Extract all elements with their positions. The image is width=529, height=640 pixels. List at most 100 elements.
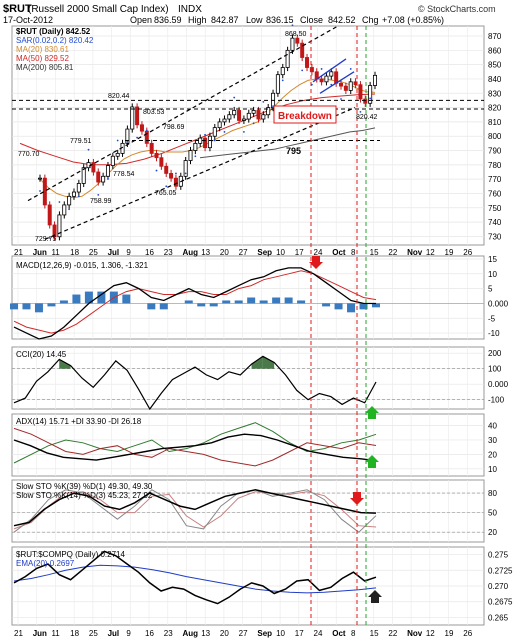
x-tick-label: Aug: [182, 248, 198, 257]
sar-dot: [301, 69, 304, 72]
x-tick-label: Sep: [257, 629, 272, 638]
macd-histogram-bar: [122, 294, 131, 304]
x-tick-label: 12: [426, 629, 435, 638]
cci-overbought-fill: [262, 356, 275, 369]
x-tick-label: 22: [388, 248, 397, 257]
price-candle-body: [96, 171, 101, 183]
chart-name: (Russell 2000 Small Cap Index): [28, 4, 169, 15]
y-tick-label: -100: [488, 396, 505, 405]
macd-title: MACD(12,26,9) -0.015, 1.306, -1.321: [16, 261, 149, 270]
price-candle-body: [144, 130, 149, 144]
price-candle-body: [300, 42, 305, 58]
x-tick-label: Oct: [332, 248, 346, 257]
macd-histogram-bar: [347, 303, 356, 313]
price-candle-body: [130, 106, 135, 130]
price-candle-body: [290, 37, 295, 51]
sar-dot: [252, 122, 255, 125]
x-tick-label: 11: [51, 248, 60, 257]
x-tick-label: 8: [351, 629, 356, 638]
x-tick-label: 18: [70, 248, 79, 257]
annotation-high: 868.50: [285, 31, 307, 38]
x-tick-label: 13: [201, 248, 210, 257]
price-candle-body: [305, 57, 310, 68]
y-tick-label: 5: [488, 285, 493, 294]
x-tick-label: 12: [426, 248, 435, 257]
ma200-line: [199, 127, 376, 159]
x-tick-label: 24: [314, 248, 323, 257]
price-candle-body: [198, 137, 203, 144]
price-candle-body: [159, 157, 164, 167]
y-tick-label: 10: [488, 270, 497, 279]
y-tick-label: 840: [488, 75, 502, 84]
sar-dot: [272, 105, 274, 108]
price-annotations: 868.50 770.70 779.51 820.44 803.53 798.6…: [18, 31, 378, 243]
price-candle-body: [251, 110, 256, 114]
x-tick-label: Jun: [33, 248, 47, 257]
sar-dot: [281, 79, 284, 82]
sar-dot: [175, 172, 177, 175]
price-candle-body: [91, 162, 96, 173]
macd-histogram-bar: [334, 303, 343, 310]
annotation-729: 729.75: [35, 236, 57, 243]
legend-ma200: MA(200) 805.81: [16, 63, 74, 72]
y-tick-label: 760: [488, 189, 502, 198]
price-candle-body: [154, 152, 159, 159]
price-candle-body: [319, 78, 324, 83]
y-tick-label: 800: [488, 132, 502, 141]
ratio-title: $RUT:$COMPQ (Daily) 0.2714: [16, 550, 125, 559]
annotation-820a: 820.44: [108, 93, 130, 100]
price-candle-body: [76, 183, 81, 193]
y-tick-label: -5: [488, 314, 496, 323]
y-tick-label: 40: [488, 422, 497, 431]
y-tick-label: 820: [488, 104, 502, 113]
x-tick-label: 25: [89, 248, 98, 257]
macd-histogram-bar: [234, 300, 243, 304]
x-tick-label: 21: [14, 629, 23, 638]
price-candle-body: [329, 71, 334, 77]
x-tick-label: 23: [164, 629, 173, 638]
price-candle-body: [368, 85, 373, 104]
minus-di-line: [13, 427, 377, 467]
sar-dot: [116, 139, 119, 142]
price-candle-body: [81, 167, 86, 184]
price-candle-body: [57, 214, 62, 238]
sar-dot: [48, 236, 51, 239]
x-tick-label: 19: [445, 248, 454, 257]
macd-histogram-bar: [10, 303, 18, 310]
annotation-820b: 820.42: [356, 114, 378, 121]
y-tick-label: 0.2675: [488, 598, 513, 607]
sar-dot: [243, 131, 245, 133]
x-tick-label: 23: [164, 248, 173, 257]
price-candle-body: [324, 75, 329, 83]
x-tick-label: Sep: [257, 248, 272, 257]
y-tick-label: 770: [488, 175, 502, 184]
y-tick-label: 15: [488, 255, 497, 264]
price-candle-body: [275, 74, 280, 94]
x-tick-label: 17: [295, 629, 304, 638]
sar-dot: [194, 155, 197, 158]
y-tick-label: 20: [488, 528, 497, 537]
stoch-slow-line: [13, 489, 377, 527]
upper-trendline: [27, 25, 339, 202]
x-tick-label: 27: [239, 248, 248, 257]
sar-dot: [213, 139, 216, 142]
price-candle-body: [227, 114, 232, 120]
price-candle-body: [173, 177, 178, 187]
ratio-line: [13, 550, 377, 605]
x-tick-label: Jul: [108, 629, 120, 638]
sar-dot: [340, 98, 342, 100]
price-candle-body: [164, 165, 169, 174]
y-tick-label: 860: [488, 46, 502, 55]
price-panel: [11, 25, 485, 246]
price-candle-body: [47, 204, 52, 226]
x-tick-label: 22: [388, 629, 397, 638]
price-candle-body: [237, 110, 242, 121]
sar-dot: [165, 185, 168, 188]
x-tick-label: 11: [51, 629, 60, 638]
adx-panel: [11, 413, 485, 477]
sar-dot: [233, 96, 236, 99]
cci-overbought-fill: [59, 359, 71, 369]
sar-dot: [58, 201, 61, 203]
x-tick-label: 24: [314, 629, 323, 638]
flag-lower: [319, 71, 355, 94]
